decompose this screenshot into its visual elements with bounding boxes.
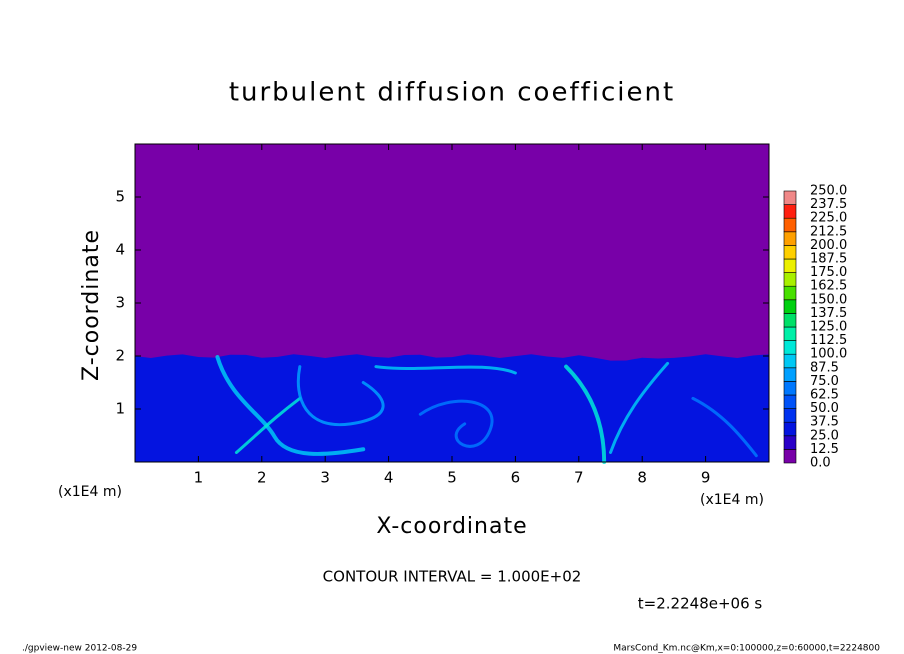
colorbar-label: 162.5 (810, 279, 847, 294)
colorbar-box (783, 394, 797, 409)
colorbar-box (783, 353, 797, 369)
colorbar-box (783, 421, 797, 437)
colorbar-label: 200.0 (810, 238, 847, 253)
colorbar-box (783, 313, 797, 328)
colorbar-box (783, 204, 797, 219)
x-tick-label: 4 (384, 469, 394, 487)
x-tick-label: 9 (701, 469, 711, 487)
colorbar-label: 137.5 (810, 306, 847, 321)
field-swirl (564, 364, 607, 464)
field-swirl (296, 365, 385, 427)
colorbar-label: 25.0 (810, 428, 839, 443)
colorbar-label: 100.0 (810, 347, 847, 362)
field-swirl (234, 396, 302, 454)
colorbar-label: 0.0 (810, 456, 831, 471)
footer-left: ./gpview-new 2012-08-29 (22, 644, 137, 654)
y-axis-label: Z-coordinate (79, 229, 104, 381)
colorbar-label: 112.5 (810, 333, 847, 348)
colorbar-box (783, 367, 797, 382)
x-tick-label: 3 (320, 469, 330, 487)
colorbar-box (783, 258, 797, 273)
colorbar-box (783, 449, 797, 464)
colorbar-box (783, 381, 797, 396)
colorbar-label: 12.5 (810, 442, 839, 457)
colorbar-label: 87.5 (810, 360, 839, 375)
x-tick-label: 1 (194, 469, 204, 487)
time-label: t=2.2248e+06 s (638, 595, 763, 613)
field-swirl (418, 399, 494, 448)
colorbar-label: 62.5 (810, 388, 839, 403)
colorbar-label: 75.0 (810, 374, 839, 389)
contour-interval: CONTOUR INTERVAL = 1.000E+02 (323, 568, 582, 586)
colorbar-label: 212.5 (810, 224, 847, 239)
x-unit-label: (x1E4 m) (700, 492, 764, 508)
x-tick-label: 5 (447, 469, 457, 487)
field-swirl (691, 396, 758, 458)
y-unit-label: (x1E4 m) (58, 484, 122, 500)
colorbar-label: 175.0 (810, 265, 847, 280)
x-axis-label: X-coordinate (376, 514, 527, 539)
colorbar-label: 125.0 (810, 320, 847, 335)
colorbar-label: 225.0 (810, 211, 847, 226)
colorbar-label: 237.5 (810, 197, 847, 212)
colorbar-box (783, 340, 797, 355)
colorbar-box (783, 217, 797, 233)
x-tick-label: 6 (511, 469, 521, 487)
field-swirl (609, 361, 670, 454)
colorbar-box (783, 435, 797, 450)
colorbar-box (783, 285, 797, 301)
field-swirl (374, 365, 517, 375)
x-tick-label: 8 (637, 469, 647, 487)
colorbar-box (783, 190, 797, 205)
colorbar-box (783, 272, 797, 287)
field-lower-layer (135, 354, 769, 462)
colorbar-box (783, 299, 797, 314)
colorbar-box (783, 408, 797, 423)
y-tick-label: 2 (115, 347, 125, 365)
colorbar-label: 250.0 (810, 184, 847, 199)
colorbar-label: 150.0 (810, 292, 847, 307)
x-tick-label: 2 (257, 469, 267, 487)
field-swirl (215, 355, 366, 456)
y-tick-label: 1 (115, 400, 125, 418)
chart-title: turbulent diffusion coefficient (229, 78, 675, 108)
colorbar-box (783, 326, 797, 341)
x-tick-label: 7 (574, 469, 584, 487)
y-tick-label: 3 (115, 294, 125, 312)
y-tick-label: 5 (115, 188, 125, 206)
footer-right: MarsCond_Km.nc@Km,x=0:100000,z=0:60000,t… (613, 644, 880, 654)
y-tick-label: 4 (115, 241, 125, 259)
colorbar-label: 37.5 (810, 415, 839, 430)
colorbar-box (783, 231, 797, 246)
colorbar-label: 187.5 (810, 252, 847, 267)
colorbar-label: 50.0 (810, 401, 839, 416)
colorbar-box (783, 245, 797, 260)
